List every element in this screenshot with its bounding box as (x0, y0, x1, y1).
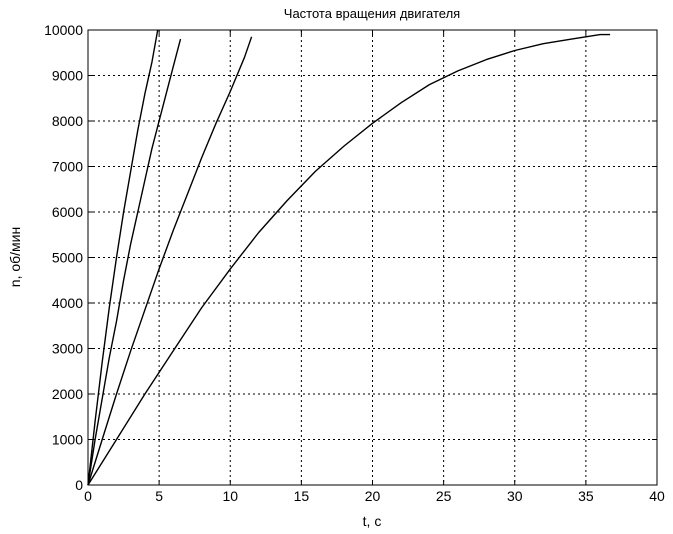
y-tick-label: 4000 (52, 295, 83, 311)
tick-labels: 0 5 10 15 20 25 30 35 40 0 1000 2000 3000 4000 5000 600… (44, 22, 665, 504)
x-tick-label: 35 (578, 488, 594, 504)
y-tick-label: 9000 (52, 68, 83, 84)
x-tick-label: 5 (155, 488, 163, 504)
series-line-2 (87, 38, 182, 486)
x-tick-label: 20 (365, 488, 381, 504)
y-tick-label: 5000 (52, 250, 83, 266)
x-tick-label: 15 (294, 488, 310, 504)
grid (88, 30, 657, 485)
x-tick-label: 40 (649, 488, 665, 504)
series-line-3 (87, 36, 253, 486)
series-layer (87, 29, 611, 486)
y-tick-label: 0 (75, 477, 83, 493)
x-tick-label: 0 (84, 488, 92, 504)
series-line-1 (87, 29, 159, 486)
x-axis-label: t, c (363, 513, 382, 529)
y-tick-label: 2000 (52, 386, 83, 402)
y-tick-label: 7000 (52, 159, 83, 175)
axis-ticks (87, 29, 658, 486)
chart-title: Частота вращения двигателя (284, 6, 460, 21)
series-line-4 (87, 33, 611, 486)
x-tick-label: 30 (507, 488, 523, 504)
x-tick-label: 25 (436, 488, 452, 504)
y-tick-label: 1000 (52, 432, 83, 448)
y-tick-label: 6000 (52, 204, 83, 220)
x-tick-label: 10 (222, 488, 238, 504)
y-tick-label: 10000 (44, 22, 83, 38)
y-axis-label: n, об/мин (7, 227, 23, 287)
y-tick-label: 3000 (52, 341, 83, 357)
y-tick-label: 8000 (52, 113, 83, 129)
